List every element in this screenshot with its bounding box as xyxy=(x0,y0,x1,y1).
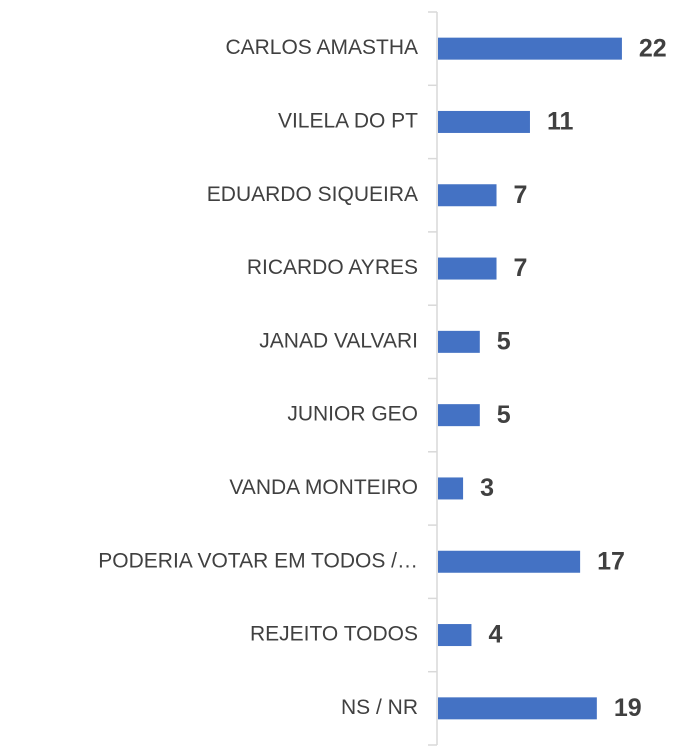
bar xyxy=(438,37,622,60)
value-label: 3 xyxy=(480,474,494,502)
category-label: VANDA MONTEIRO xyxy=(229,476,418,499)
category-label: REJEITO TODOS xyxy=(250,623,418,646)
category-label: CARLOS AMASTHA xyxy=(225,36,418,59)
bar xyxy=(438,184,497,207)
category-label: VILELA DO PT xyxy=(278,109,418,132)
bar xyxy=(438,550,581,573)
bar xyxy=(438,330,480,353)
value-label: 7 xyxy=(514,181,528,209)
value-label: 5 xyxy=(497,401,511,429)
category-label: PODERIA VOTAR EM TODOS /… xyxy=(98,549,418,572)
category-label: EDUARDO SIQUEIRA xyxy=(207,183,418,206)
category-label: NS / NR xyxy=(341,696,418,719)
value-label: 17 xyxy=(597,547,625,575)
value-label: 19 xyxy=(614,694,642,722)
value-label: 5 xyxy=(497,327,511,355)
value-label: 7 xyxy=(514,254,528,282)
value-label: 4 xyxy=(488,621,502,649)
bar xyxy=(438,257,497,280)
bar xyxy=(438,697,597,720)
bar xyxy=(438,477,464,500)
bar xyxy=(438,624,472,647)
bar xyxy=(438,110,530,133)
category-label: JANAD VALVARI xyxy=(259,329,418,352)
category-label: RICARDO AYRES xyxy=(247,256,418,279)
value-label: 22 xyxy=(639,34,667,62)
value-label: 11 xyxy=(547,108,574,136)
category-label: JUNIOR GEO xyxy=(287,403,418,426)
bar xyxy=(438,404,480,427)
